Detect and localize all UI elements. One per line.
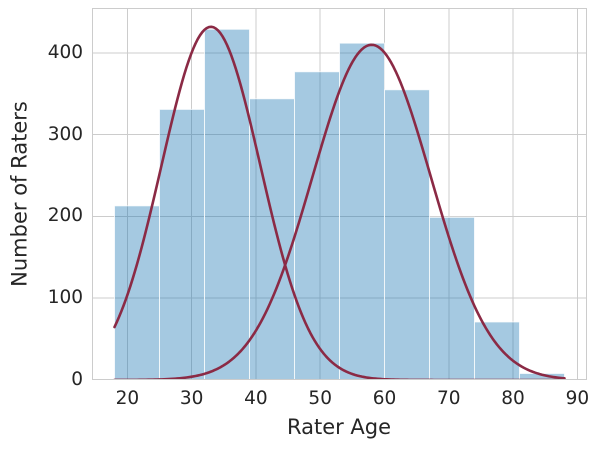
y-tick-label: 400 <box>47 41 83 63</box>
histogram-bar <box>384 89 430 380</box>
x-tick-label: 40 <box>244 388 268 409</box>
x-tick-label: 80 <box>501 388 525 409</box>
histogram-bar <box>429 216 475 380</box>
histogram-bar <box>204 28 250 380</box>
histogram-bar <box>474 321 520 380</box>
x-axis-label: Rater Age <box>286 415 392 439</box>
histogram-bar <box>114 205 160 380</box>
histogram-bar <box>294 71 340 380</box>
x-tick-label: 30 <box>179 388 204 409</box>
y-tick-label: 300 <box>47 123 83 145</box>
axes-spines <box>92 8 587 380</box>
plot-area <box>92 8 587 380</box>
older-raters-normal-fit-curve <box>113 43 566 380</box>
x-tick-label: 90 <box>565 388 590 409</box>
x-tick-label: 20 <box>115 388 140 409</box>
younger-raters-normal-fit-curve <box>113 25 566 380</box>
histogram-bar <box>339 42 385 380</box>
x-tick-label: 50 <box>308 388 332 409</box>
y-axis-label: Number of Raters <box>7 101 32 287</box>
x-tick-label: 70 <box>437 388 461 409</box>
histogram-bar <box>249 98 295 380</box>
histogram-bar <box>159 108 205 380</box>
y-tick-label: 100 <box>47 286 83 308</box>
y-tick-label: 200 <box>47 205 83 227</box>
x-tick-label: 60 <box>372 388 397 409</box>
y-tick-label: 0 <box>71 368 83 390</box>
